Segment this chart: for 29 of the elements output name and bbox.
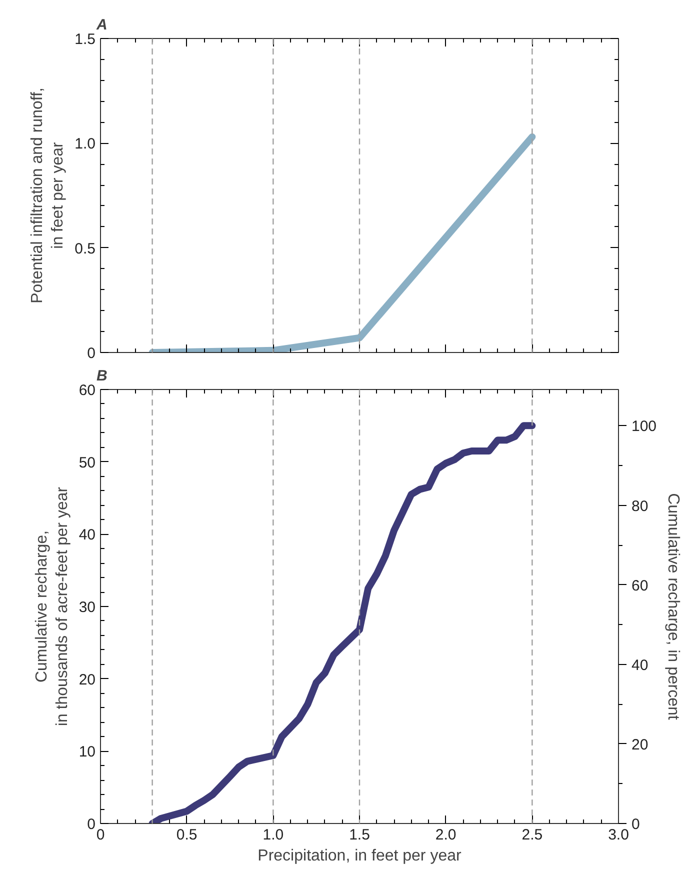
y-axis-title: Potential infiltration and runoff, in feet per year xyxy=(29,88,67,304)
y-tick-label: 40 xyxy=(78,526,96,544)
y-tick-label: 30 xyxy=(78,599,96,616)
y-tick-label: 20 xyxy=(78,671,96,688)
y-tick-label: 0 xyxy=(87,345,96,362)
chart-title: A xyxy=(96,16,108,34)
y-tick-label: 0 xyxy=(87,816,96,833)
y2-axis-title: Cumulative recharge, in percent xyxy=(664,493,682,720)
y2-tick-label: 40 xyxy=(632,656,648,674)
x-tick-label: 1.0 xyxy=(262,826,284,844)
y-axis-title: Cumulative recharge, in thousands of acre-feet per year xyxy=(33,486,71,726)
y2-tick-label: 80 xyxy=(632,498,648,515)
x-tick-label: 2.5 xyxy=(522,826,543,844)
x-tick-label: 3.0 xyxy=(608,826,629,844)
y-tick-label: 0.5 xyxy=(74,240,96,258)
y-tick-label: 1.0 xyxy=(74,136,96,153)
x-tick-label: 2.0 xyxy=(435,826,456,844)
y2-tick-label: 20 xyxy=(632,736,648,754)
x-axis-title: Precipitation, in feet per year xyxy=(258,848,462,864)
y2-tick-label: 100 xyxy=(632,418,657,436)
y2-tick-label: 0 xyxy=(632,816,640,833)
y2-tick-label: 60 xyxy=(632,577,648,594)
y-tick-label: 50 xyxy=(78,454,96,472)
y-tick-label: 60 xyxy=(78,382,96,399)
x-tick-label: 0.5 xyxy=(176,826,198,844)
y-tick-label: 1.5 xyxy=(74,31,96,48)
x-tick-label: 1.5 xyxy=(349,826,370,844)
chart-title: B xyxy=(96,368,108,384)
y-tick-label: 10 xyxy=(78,744,96,761)
